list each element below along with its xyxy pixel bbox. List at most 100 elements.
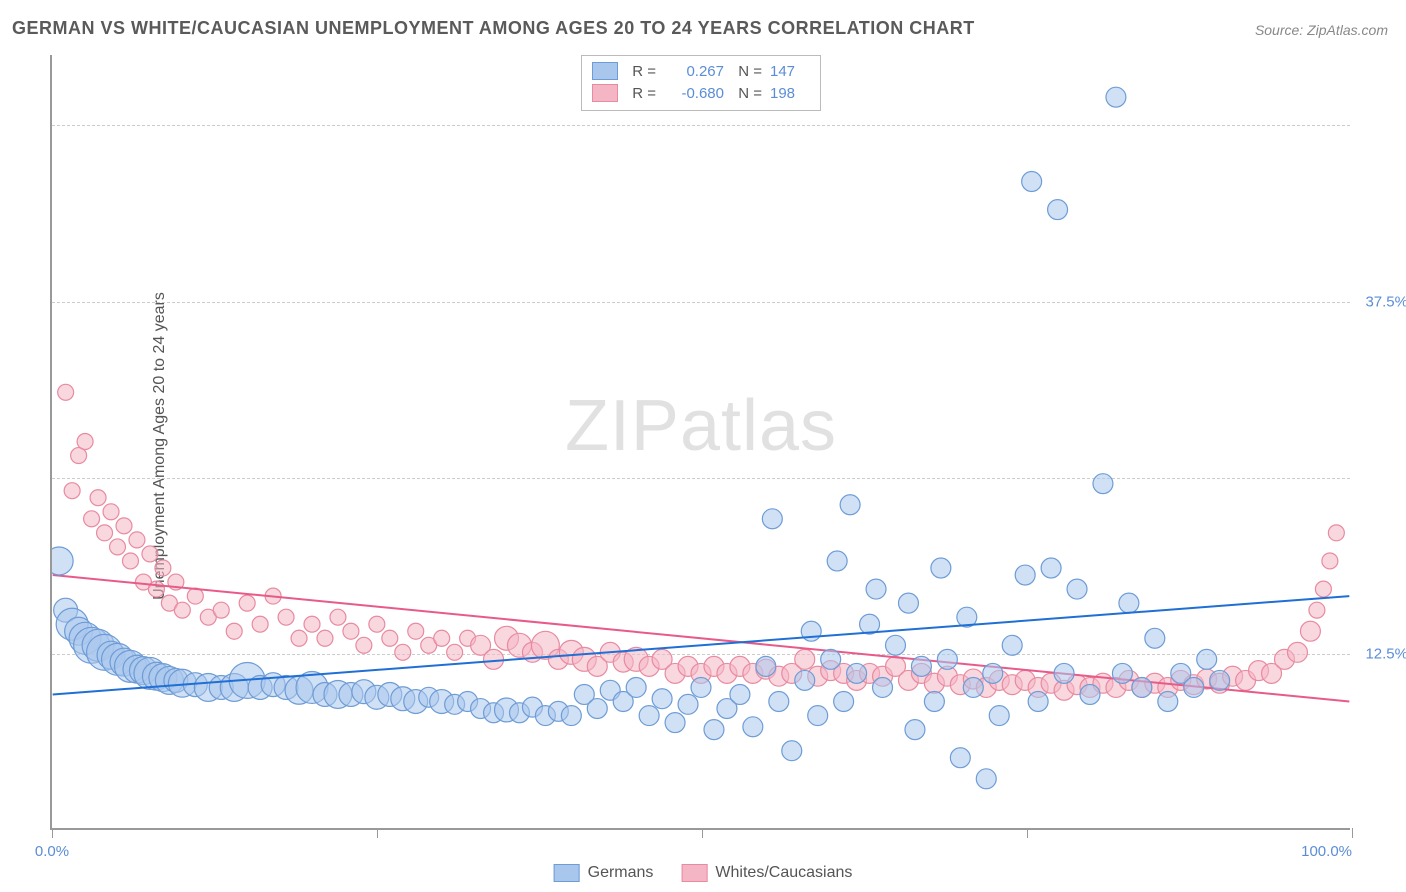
legend-item-germans: Germans: [554, 864, 654, 882]
scatter-point: [1315, 581, 1331, 597]
xtick: [52, 828, 53, 838]
series-legend: Germans Whites/Caucasians: [554, 864, 853, 882]
legend-swatch-germans: [554, 864, 580, 882]
scatter-point: [1197, 649, 1217, 669]
scatter-point: [1300, 621, 1320, 641]
legend-label-whites: Whites/Caucasians: [715, 864, 852, 882]
scatter-point: [873, 677, 893, 697]
scatter-point: [103, 504, 119, 520]
xtick-label: 100.0%: [1301, 843, 1352, 860]
scatter-point: [983, 663, 1003, 683]
scatter-point: [291, 630, 307, 646]
scatter-point: [782, 741, 802, 761]
scatter-point: [1080, 685, 1100, 705]
scatter-point: [756, 656, 776, 676]
n-label: N =: [732, 63, 762, 80]
scatter-point: [1145, 628, 1165, 648]
n-label: N =: [732, 85, 762, 102]
scatter-point: [886, 635, 906, 655]
n-value-whites: 198: [770, 85, 810, 102]
scatter-point: [97, 525, 113, 541]
scatter-point: [1158, 692, 1178, 712]
scatter-point: [58, 384, 74, 400]
scatter-point: [239, 595, 255, 611]
scatter-point: [304, 616, 320, 632]
scatter-point: [950, 748, 970, 768]
scatter-point: [937, 649, 957, 669]
r-value-germans: 0.267: [664, 63, 724, 80]
legend-swatch-whites: [681, 864, 707, 882]
scatter-point: [704, 720, 724, 740]
source-link[interactable]: ZipAtlas.com: [1307, 22, 1388, 38]
legend-label-germans: Germans: [588, 864, 654, 882]
scatter-point: [905, 720, 925, 740]
scatter-point: [1112, 663, 1132, 683]
scatter-point: [626, 677, 646, 697]
scatter-point: [1322, 553, 1338, 569]
scatter-point: [808, 706, 828, 726]
scatter-point: [174, 602, 190, 618]
scatter-point: [1119, 593, 1139, 613]
scatter-point: [317, 630, 333, 646]
scatter-point: [122, 553, 138, 569]
scatter-point: [587, 699, 607, 719]
scatter-point: [769, 692, 789, 712]
scatter-point: [343, 623, 359, 639]
scatter-point: [1002, 635, 1022, 655]
scatter-point: [356, 637, 372, 653]
scatter-point: [924, 692, 944, 712]
scatter-point: [1067, 579, 1087, 599]
scatter-point: [561, 706, 581, 726]
scatter-point: [213, 602, 229, 618]
scatter-point: [129, 532, 145, 548]
scatter-point: [691, 677, 711, 697]
xtick: [377, 828, 378, 838]
scatter-point: [989, 706, 1009, 726]
correlation-row-germans: R = 0.267 N = 147: [592, 60, 810, 82]
scatter-point: [840, 495, 860, 515]
scatter-point: [148, 581, 164, 597]
scatter-point: [484, 649, 504, 669]
scatter-point: [847, 663, 867, 683]
source-attribution: Source: ZipAtlas.com: [1255, 22, 1388, 38]
scatter-point: [821, 649, 841, 669]
scatter-point: [434, 630, 450, 646]
scatter-point: [1015, 565, 1035, 585]
scatter-point: [447, 644, 463, 660]
scatter-point: [252, 616, 268, 632]
scatter-point: [1028, 692, 1048, 712]
scatter-point: [1048, 200, 1068, 220]
swatch-germans: [592, 62, 618, 80]
swatch-whites: [592, 84, 618, 102]
xtick-label: 0.0%: [35, 843, 69, 860]
scatter-point: [330, 609, 346, 625]
scatter-point: [652, 689, 672, 709]
scatter-point: [827, 551, 847, 571]
scatter-point: [226, 623, 242, 639]
scatter-point: [90, 490, 106, 506]
scatter-point: [116, 518, 132, 534]
scatter-point: [52, 547, 73, 575]
source-prefix: Source:: [1255, 22, 1307, 38]
scatter-point: [1022, 172, 1042, 192]
legend-item-whites: Whites/Caucasians: [681, 864, 852, 882]
scatter-point: [795, 649, 815, 669]
ytick-label: 12.5%: [1365, 645, 1406, 662]
scatter-point: [278, 609, 294, 625]
scatter-point: [1287, 642, 1307, 662]
scatter-point: [155, 560, 171, 576]
scatter-point: [1328, 525, 1344, 541]
scatter-point: [898, 593, 918, 613]
r-label: R =: [626, 63, 656, 80]
n-value-germans: 147: [770, 63, 810, 80]
scatter-point: [730, 685, 750, 705]
scatter-point: [84, 511, 100, 527]
r-value-whites: -0.680: [664, 85, 724, 102]
ytick-label: 37.5%: [1365, 293, 1406, 310]
scatter-point: [64, 483, 80, 499]
scatter-point: [1132, 677, 1152, 697]
scatter-point: [639, 706, 659, 726]
scatter-point: [110, 539, 126, 555]
scatter-point: [1184, 677, 1204, 697]
scatter-point: [1106, 87, 1126, 107]
